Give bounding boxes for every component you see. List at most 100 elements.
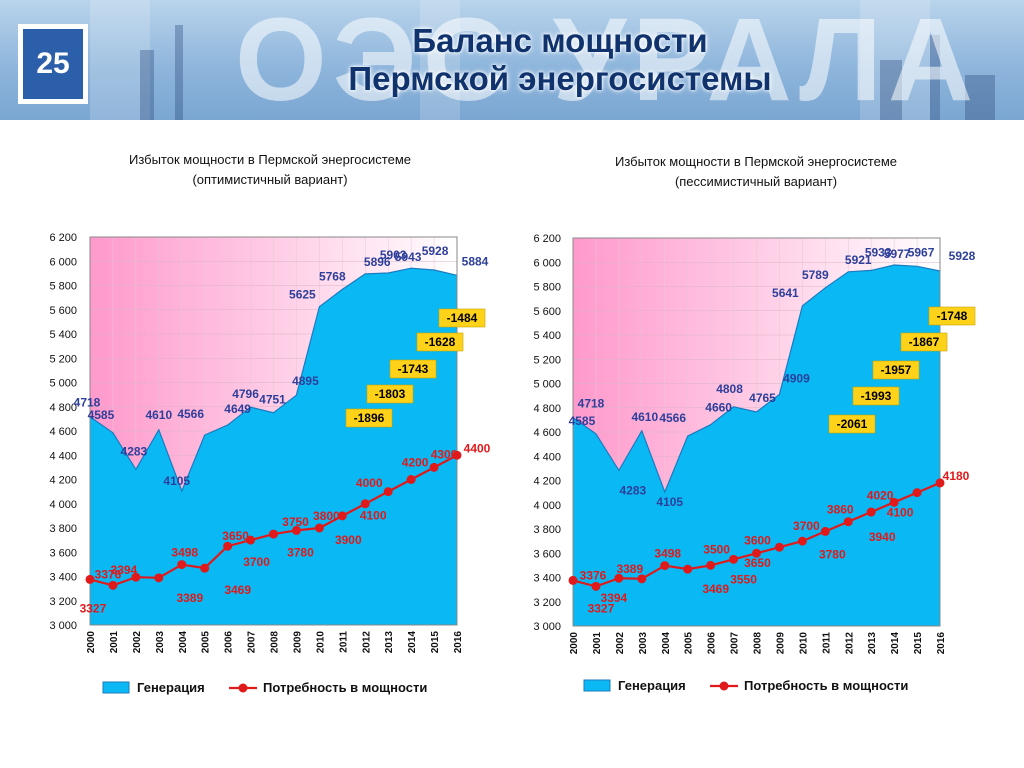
legend-swatch-demand-point	[719, 681, 729, 691]
balance-label: -1896	[354, 411, 385, 425]
x-tick-label: 2010	[798, 632, 809, 655]
demand-data-label: 3700	[793, 519, 820, 533]
generation-data-label: 4585	[88, 408, 115, 422]
generation-data-label: 5928	[949, 249, 976, 263]
demand-point	[383, 487, 393, 497]
y-tick-label: 4 400	[49, 450, 77, 462]
balance-box	[872, 360, 920, 380]
demand-data-label: 3389	[616, 562, 643, 576]
generation-data-label: 5896	[364, 255, 391, 269]
demand-point	[774, 542, 784, 552]
y-tick-label: 5 200	[533, 354, 561, 366]
y-tick-label: 6 200	[49, 232, 77, 244]
y-tick-label: 5 000	[533, 379, 561, 391]
balance-label: -1484	[447, 311, 478, 325]
x-tick-label: 2011	[821, 632, 832, 654]
generation-data-label: 4796	[232, 387, 259, 401]
generation-data-label: 4718	[74, 396, 101, 410]
demand-point	[820, 526, 830, 536]
generation-data-label: 5625	[289, 288, 316, 302]
balance-box	[416, 332, 464, 352]
x-tick-label: 2003	[638, 632, 649, 655]
y-tick-label: 4 000	[533, 500, 561, 512]
generation-data-label: 4718	[578, 397, 605, 411]
x-tick-label: 2004	[178, 631, 189, 654]
generation-data-label: 4566	[177, 407, 204, 421]
demand-point	[85, 574, 95, 584]
demand-data-label: 4020	[867, 488, 894, 502]
demand-data-label: 4300	[431, 447, 458, 461]
demand-data-label: 4200	[402, 456, 429, 470]
page-title-line-2: Пермской энергосистемы	[348, 60, 772, 97]
generation-area	[90, 268, 457, 625]
demand-point	[154, 573, 164, 583]
x-tick-label: 2008	[753, 632, 764, 655]
x-tick-label: 2016	[936, 632, 947, 655]
generation-data-label: 4283	[620, 483, 647, 497]
generation-data-label: 4751	[259, 393, 286, 407]
x-tick-label: 2007	[730, 632, 741, 655]
demand-data-label: 3900	[335, 533, 362, 547]
demand-data-label: 3498	[654, 547, 681, 561]
demand-point	[637, 574, 647, 584]
balance-box	[828, 414, 876, 434]
legend-swatch-demand-point	[238, 683, 248, 693]
y-tick-label: 6 200	[533, 233, 561, 245]
x-tick-label: 2008	[270, 631, 281, 654]
demand-data-label: 3650	[222, 529, 249, 543]
x-tick-label: 2015	[430, 631, 441, 654]
demand-point	[614, 573, 624, 583]
demand-point	[291, 525, 301, 535]
demand-data-label: 3394	[601, 591, 628, 605]
generation-data-label: 5943	[395, 250, 422, 264]
y-tick-label: 3 200	[49, 596, 77, 608]
demand-data-label: 3376	[580, 568, 607, 582]
x-tick-label: 2016	[453, 631, 464, 654]
generation-data-label: 5967	[908, 245, 935, 259]
y-tick-label: 6 000	[533, 257, 561, 269]
x-tick-label: 2006	[707, 632, 718, 655]
demand-point	[935, 478, 945, 488]
chart-legend: Генерация Потребность в мощности	[102, 680, 427, 695]
demand-point	[660, 561, 670, 571]
x-tick-label: 2006	[224, 631, 235, 654]
x-tick-label: 2015	[913, 632, 924, 655]
generation-data-label: 5933	[865, 245, 892, 259]
generation-data-label: 5903	[380, 248, 407, 262]
y-tick-label: 5 000	[49, 378, 77, 390]
balance-label: -2061	[837, 417, 868, 431]
demand-point	[314, 523, 324, 533]
generation-data-label: 4909	[783, 372, 810, 386]
y-tick-label: 5 600	[49, 305, 77, 317]
x-tick-label: 2013	[384, 631, 395, 654]
x-tick-label: 2011	[338, 631, 349, 653]
demand-data-label: 3550	[730, 572, 757, 586]
balance-box	[928, 306, 976, 326]
y-tick-label: 4 400	[533, 451, 561, 463]
balance-box	[345, 408, 393, 428]
generation-data-label: 4283	[121, 444, 148, 458]
demand-data-label: 4400	[464, 441, 491, 455]
y-tick-label: 4 800	[533, 403, 561, 415]
generation-data-label: 4610	[631, 410, 658, 424]
demand-data-label: 3394	[111, 563, 138, 577]
x-tick-label: 2002	[615, 632, 626, 655]
slide-number: 25	[36, 47, 70, 80]
plot-frame	[572, 237, 941, 627]
chart-title-optimistic-line-1: Избыток мощности в Пермской энергосистем…	[128, 152, 411, 167]
demand-data-label: 3780	[819, 547, 846, 561]
demand-point	[177, 560, 187, 570]
legend-label-demand: Потребность в мощности	[263, 680, 427, 695]
x-tick-label: 2014	[407, 631, 418, 654]
demand-point	[269, 529, 278, 539]
x-tick-label: 2007	[247, 631, 258, 654]
demand-point	[591, 581, 601, 591]
y-tick-label: 5 600	[533, 306, 561, 318]
y-tick-label: 3 400	[533, 573, 561, 585]
generation-data-label: 4610	[145, 408, 172, 422]
y-tick-label: 5 800	[49, 281, 77, 293]
demand-point	[337, 511, 347, 521]
generation-data-label: 4585	[569, 414, 596, 428]
balance-box	[852, 386, 900, 406]
legend-label-generation: Генерация	[618, 678, 686, 693]
